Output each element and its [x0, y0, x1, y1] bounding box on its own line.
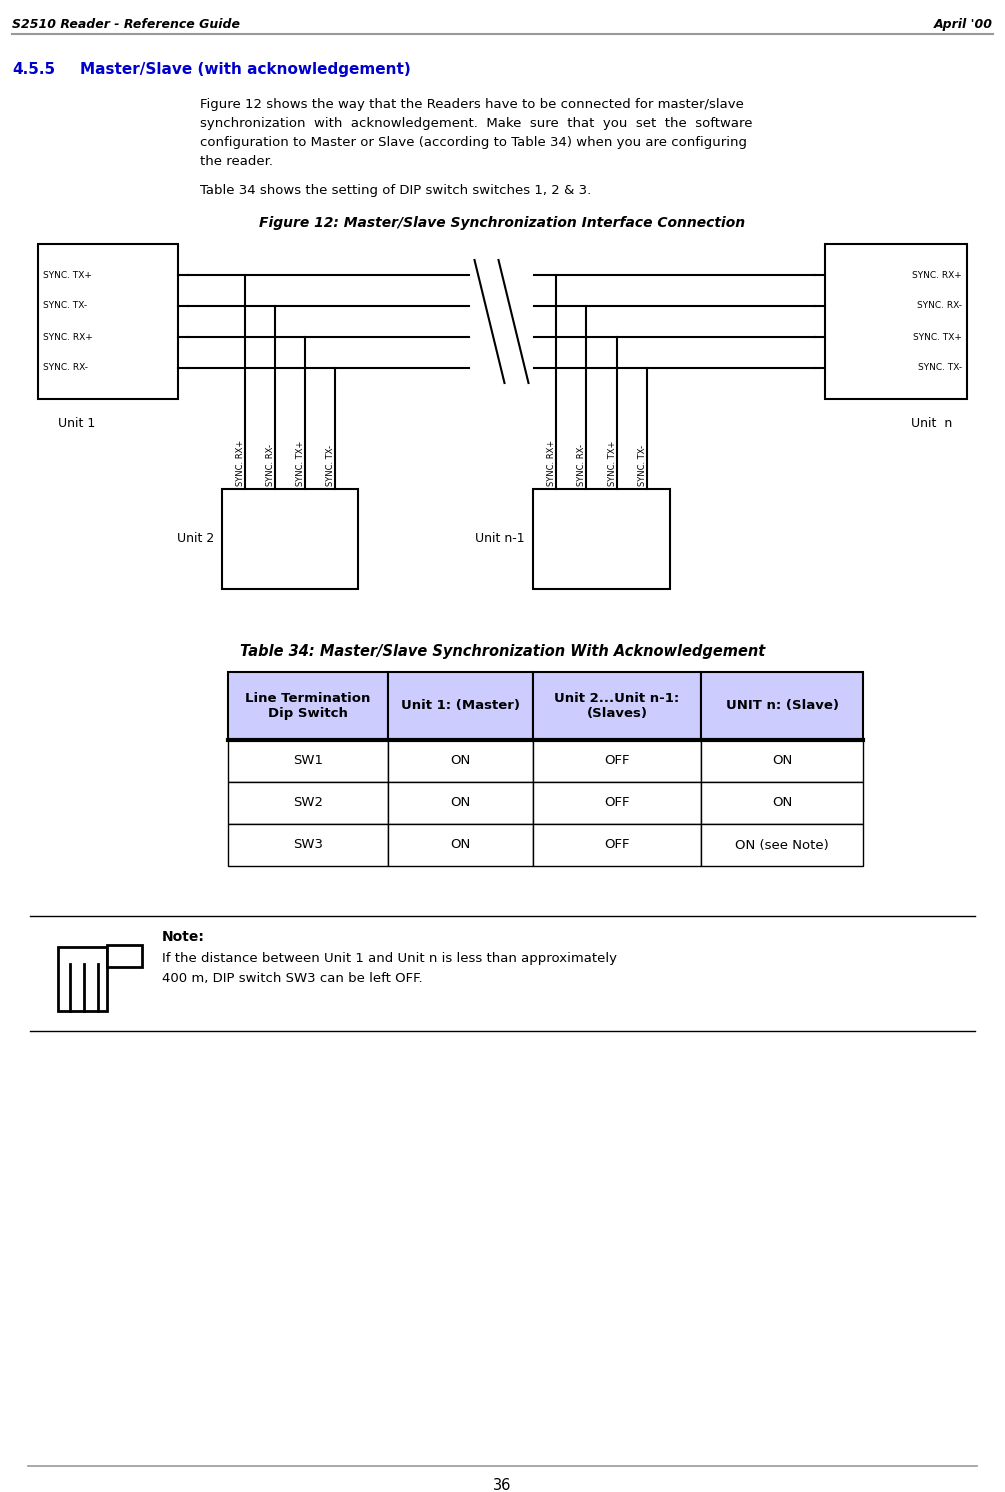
- Text: OFF: OFF: [604, 755, 630, 767]
- Bar: [228, 740, 388, 782]
- Text: SYNC. TX-: SYNC. TX-: [918, 364, 962, 373]
- Text: SYNC. RX+: SYNC. RX+: [43, 333, 92, 342]
- Text: SYNC. RX+: SYNC. RX+: [547, 440, 556, 486]
- Bar: [701, 740, 863, 782]
- Text: OFF: OFF: [604, 839, 630, 852]
- Text: Figure 12 shows the way that the Readers have to be connected for master/slave: Figure 12 shows the way that the Readers…: [200, 98, 744, 110]
- Bar: [701, 671, 863, 740]
- Text: Unit 1: (Master): Unit 1: (Master): [401, 700, 520, 713]
- Text: SW2: SW2: [293, 797, 323, 810]
- Text: OFF: OFF: [604, 797, 630, 810]
- Text: Unit 2: Unit 2: [177, 533, 214, 546]
- Bar: [388, 740, 533, 782]
- Text: SW3: SW3: [293, 839, 323, 852]
- Text: Figure 12: Master/Slave Synchronization Interface Connection: Figure 12: Master/Slave Synchronization …: [259, 216, 746, 230]
- Text: SYNC. TX-: SYNC. TX-: [43, 301, 87, 310]
- Text: Master/Slave (with acknowledgement): Master/Slave (with acknowledgement): [80, 63, 411, 78]
- Text: SYNC. RX-: SYNC. RX-: [266, 445, 275, 486]
- Bar: [228, 782, 388, 824]
- Text: synchronization  with  acknowledgement.  Make  sure  that  you  set  the  softwa: synchronization with acknowledgement. Ma…: [200, 116, 753, 130]
- Text: Table 34: Master/Slave Synchronization With Acknowledgement: Table 34: Master/Slave Synchronization W…: [240, 645, 765, 659]
- Text: 400 m, DIP switch SW3 can be left OFF.: 400 m, DIP switch SW3 can be left OFF.: [162, 971, 423, 985]
- Text: Line Termination
Dip Switch: Line Termination Dip Switch: [245, 692, 371, 721]
- Bar: [533, 824, 701, 865]
- Text: Table 34 shows the setting of DIP switch switches 1, 2 & 3.: Table 34 shows the setting of DIP switch…: [200, 184, 591, 197]
- Text: SYNC. TX+: SYNC. TX+: [296, 440, 306, 486]
- Text: configuration to Master or Slave (according to Table 34) when you are configurin: configuration to Master or Slave (accord…: [200, 136, 747, 149]
- Bar: [58, 947, 107, 1012]
- Text: Note:: Note:: [162, 930, 205, 944]
- Text: SYNC. RX+: SYNC. RX+: [235, 440, 244, 486]
- Text: April '00: April '00: [934, 18, 993, 31]
- Bar: [38, 245, 178, 398]
- Text: 36: 36: [493, 1479, 512, 1492]
- Text: ON: ON: [772, 797, 792, 810]
- Text: UNIT n: (Slave): UNIT n: (Slave): [726, 700, 838, 713]
- Text: 4.5.5: 4.5.5: [12, 63, 55, 78]
- Text: SYNC. TX+: SYNC. TX+: [608, 440, 617, 486]
- Text: SYNC. TX+: SYNC. TX+: [43, 270, 91, 279]
- Text: If the distance between Unit 1 and Unit n is less than approximately: If the distance between Unit 1 and Unit …: [162, 952, 617, 965]
- Bar: [228, 671, 388, 740]
- Bar: [701, 782, 863, 824]
- Text: ON: ON: [450, 797, 470, 810]
- Bar: [533, 489, 670, 589]
- Text: Unit  n: Unit n: [911, 416, 952, 430]
- Bar: [388, 782, 533, 824]
- Text: SYNC. RX+: SYNC. RX+: [913, 270, 962, 279]
- Bar: [228, 824, 388, 865]
- Bar: [388, 671, 533, 740]
- Bar: [222, 489, 358, 589]
- Bar: [533, 782, 701, 824]
- Text: S2510 Reader - Reference Guide: S2510 Reader - Reference Guide: [12, 18, 240, 31]
- Bar: [388, 824, 533, 865]
- Text: SYNC. RX-: SYNC. RX-: [43, 364, 88, 373]
- Bar: [533, 740, 701, 782]
- Text: Unit 1: Unit 1: [58, 416, 95, 430]
- Text: ON (see Note): ON (see Note): [735, 839, 829, 852]
- Text: SYNC. TX-: SYNC. TX-: [638, 445, 647, 486]
- Text: Unit 2...Unit n-1:
(Slaves): Unit 2...Unit n-1: (Slaves): [555, 692, 679, 721]
- Text: the reader.: the reader.: [200, 155, 273, 169]
- Text: SYNC. TX+: SYNC. TX+: [914, 333, 962, 342]
- Bar: [825, 245, 967, 398]
- Text: SYNC. RX-: SYNC. RX-: [917, 301, 962, 310]
- Bar: [107, 944, 142, 967]
- Text: SYNC. TX-: SYNC. TX-: [327, 445, 336, 486]
- Bar: [533, 671, 701, 740]
- Text: SW1: SW1: [293, 755, 323, 767]
- Text: ON: ON: [450, 839, 470, 852]
- Text: ON: ON: [772, 755, 792, 767]
- Bar: [701, 824, 863, 865]
- Text: Unit n-1: Unit n-1: [475, 533, 525, 546]
- Text: ON: ON: [450, 755, 470, 767]
- Text: SYNC. RX-: SYNC. RX-: [577, 445, 586, 486]
